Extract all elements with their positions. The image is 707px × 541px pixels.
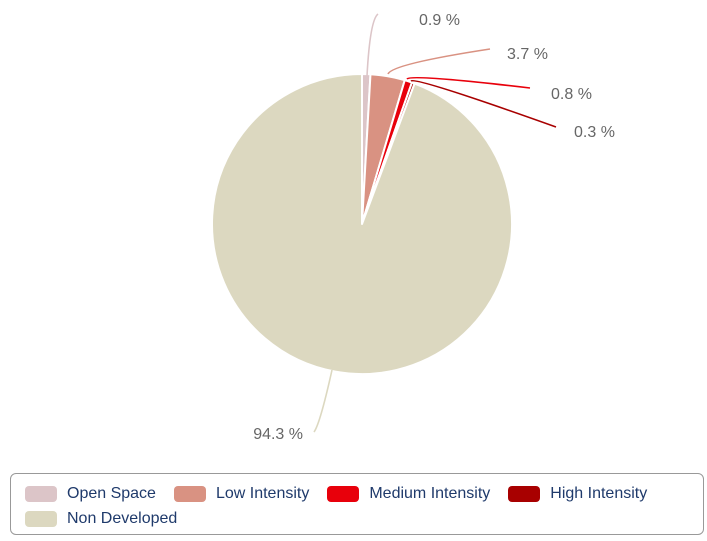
legend-item-non-developed[interactable]: Non Developed: [25, 510, 177, 528]
connector-medium-intensity: [406, 76, 531, 89]
legend-label-medium-intensity: Medium Intensity: [369, 485, 491, 502]
legend-item-high-intensity[interactable]: High Intensity: [508, 485, 647, 503]
legend-label-non-developed: Non Developed: [67, 510, 178, 527]
legend-label-high-intensity: High Intensity: [550, 485, 648, 502]
legend-label-open-space: Open Space: [67, 485, 156, 502]
data-labels: 0.9 % 3.7 % 0.8 % 0.3 % 94.3 %: [253, 12, 615, 443]
pie-chart: 0.9 % 3.7 % 0.8 % 0.3 % 94.3 %: [211, 12, 615, 443]
legend-item-medium-intensity[interactable]: Medium Intensity: [327, 485, 490, 503]
legend-item-low-intensity[interactable]: Low Intensity: [173, 485, 310, 503]
data-label-non-developed: 94.3 %: [253, 426, 303, 443]
legend-item-open-space[interactable]: Open Space: [25, 485, 156, 503]
data-label-high-intensity: 0.3 %: [574, 124, 615, 141]
legend: Open Space Low Intensity Medium Intensit…: [10, 473, 704, 535]
legend-label-low-intensity: Low Intensity: [215, 485, 310, 502]
connector-low-intensity: [387, 48, 491, 75]
legend-swatch-non-developed: [25, 511, 57, 527]
pie-slice-non-developed[interactable]: [211, 73, 513, 375]
connector-non-developed: [313, 369, 333, 433]
legend-swatch-high-intensity: [508, 486, 541, 502]
connector-high-intensity: [410, 79, 557, 128]
legend-swatch-medium-intensity: [327, 486, 360, 502]
data-label-medium-intensity: 0.8 %: [551, 86, 592, 103]
legend-swatch-low-intensity: [173, 486, 206, 502]
connector-open-space: [366, 13, 379, 77]
pie-slices: [211, 73, 513, 375]
data-label-open-space: 0.9 %: [419, 12, 460, 29]
label-connectors: [313, 13, 557, 433]
legend-swatch-open-space: [25, 486, 57, 502]
data-label-low-intensity: 3.7 %: [507, 46, 548, 63]
